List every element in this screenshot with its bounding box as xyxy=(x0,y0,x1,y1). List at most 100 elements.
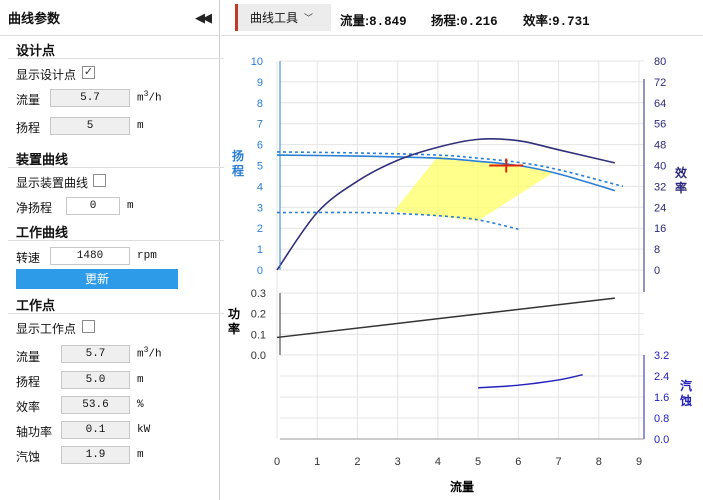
curve-tools-dropdown[interactable]: 曲线工具 ﹀ xyxy=(235,4,331,31)
x-tick-label: 9 xyxy=(636,456,642,468)
show-system-curve-label: 显示装置曲线 xyxy=(16,176,89,190)
wp-eff-label: 效率 xyxy=(16,400,41,414)
efficiency-tick-label: 56 xyxy=(654,119,666,131)
efficiency-tick-label: 32 xyxy=(654,181,666,193)
panel-header: 曲线参数 ◀◀ xyxy=(0,0,219,36)
update-button[interactable]: 更新 xyxy=(16,269,178,289)
power-tick-label: 0.3 xyxy=(251,288,266,300)
efficiency-tick-label: 24 xyxy=(654,202,666,214)
wp-flow-value: 5.7 xyxy=(61,345,130,363)
grid xyxy=(276,60,644,439)
npsh-tick-label: 0.0 xyxy=(654,434,669,446)
show-work-point-label: 显示工作点 xyxy=(16,322,77,336)
operating-region-polygon xyxy=(393,156,555,221)
show-design-point-checkbox[interactable]: ✓ xyxy=(82,66,95,79)
x-tick-label: 0 xyxy=(274,456,280,468)
head-tick-label: 1 xyxy=(257,244,263,256)
efficiency-tick-label: 40 xyxy=(654,161,666,173)
head-tick-label: 4 xyxy=(257,181,263,193)
power-curve xyxy=(276,297,615,339)
work-curve-heading: 工作曲线 xyxy=(16,225,69,240)
checkmark-icon: ✓ xyxy=(83,66,94,78)
x-tick-label: 6 xyxy=(515,456,521,468)
head-tick-label: 0 xyxy=(257,265,263,277)
head-tick-label: 5 xyxy=(257,161,263,173)
show-system-curve-checkbox[interactable] xyxy=(93,174,106,187)
head-upper-dashed-curve xyxy=(276,151,624,188)
npsh-axis-title: 汽蚀 xyxy=(679,378,692,408)
collapse-double-chevron-icon[interactable]: ◀◀ xyxy=(195,9,212,25)
cursor-eff-readout: 效率:9.731 xyxy=(523,14,590,29)
design-head-input[interactable]: 5 xyxy=(50,117,130,135)
show-work-point-checkbox[interactable] xyxy=(82,320,95,333)
head-tick-label: 3 xyxy=(257,202,263,214)
x-tick-label: 4 xyxy=(435,456,441,468)
head-tick-label: 8 xyxy=(257,98,263,110)
system-curve-heading: 装置曲线 xyxy=(16,152,69,167)
efficiency-axis-title: 效率 xyxy=(675,165,688,195)
efficiency-tick-label: 16 xyxy=(654,223,666,235)
head-lower-dashed-curve xyxy=(276,211,519,231)
head-tick-label: 6 xyxy=(257,140,263,152)
wp-npsh-unit: m xyxy=(137,449,144,461)
wp-flow-unit: m3/h xyxy=(137,346,162,361)
design-head-unit: m xyxy=(137,120,144,132)
x-tick-label: 8 xyxy=(596,456,602,468)
head-tick-label: 9 xyxy=(257,77,263,89)
chevron-down-icon: ﹀ xyxy=(304,13,314,23)
x-tick-label: 7 xyxy=(555,456,561,468)
speed-input[interactable]: 1480 xyxy=(50,247,130,265)
npsh-tick-label: 2.4 xyxy=(654,371,669,383)
axis-labels: 扬程 效率 功率 汽蚀 流量 xyxy=(228,148,692,494)
head-tick-label: 2 xyxy=(257,223,263,235)
head-tick-label: 10 xyxy=(251,56,263,68)
design-point-heading: 设计点 xyxy=(16,43,56,58)
wp-npsh-value: 1.9 xyxy=(61,446,130,464)
head-curve xyxy=(276,154,616,192)
operating-region xyxy=(393,156,555,221)
x-tick-label: 2 xyxy=(354,456,360,468)
wp-head-unit: m xyxy=(137,374,144,386)
design-flow-label: 流量 xyxy=(16,93,41,107)
panel-title: 曲线参数 xyxy=(8,11,61,26)
efficiency-tick-label: 0 xyxy=(654,265,660,277)
npsh-curve xyxy=(478,373,583,389)
power-tick-label: 0.1 xyxy=(251,329,266,341)
speed-label: 转速 xyxy=(16,251,41,265)
x-tick-label: 1 xyxy=(314,456,320,468)
divider xyxy=(8,313,224,314)
wp-power-value: 0.1 xyxy=(61,421,130,439)
design-flow-input[interactable]: 5.7 xyxy=(50,89,130,107)
efficiency-curve xyxy=(276,138,616,271)
static-head-label: 净扬程 xyxy=(16,201,53,215)
power-tick-label: 0.2 xyxy=(251,309,266,321)
work-point-heading: 工作点 xyxy=(16,298,56,313)
efficiency-tick-label: 8 xyxy=(654,244,660,256)
x-axis-title: 流量 xyxy=(450,479,474,494)
wp-head-label: 扬程 xyxy=(16,375,41,389)
static-head-unit: m xyxy=(127,200,134,212)
parameter-panel: 曲线参数 ◀◀ 设计点 显示设计点 ✓ 流量 5.7 m3/h 扬程 5 m 装… xyxy=(0,0,224,500)
series-lines xyxy=(276,138,624,389)
head-axis-title: 扬程 xyxy=(232,148,244,178)
head-tick-label: 7 xyxy=(257,119,263,131)
wp-power-unit: kW xyxy=(137,424,151,436)
efficiency-tick-label: 72 xyxy=(654,77,666,89)
wp-eff-value: 53.6 xyxy=(61,396,130,414)
efficiency-tick-label: 80 xyxy=(654,56,666,68)
show-design-point-label: 显示设计点 xyxy=(16,68,77,82)
divider xyxy=(8,240,224,241)
wp-power-label: 轴功率 xyxy=(16,425,53,439)
speed-unit: rpm xyxy=(137,250,157,262)
x-tick-label: 3 xyxy=(395,456,401,468)
x-tick-label: 5 xyxy=(475,456,481,468)
chart-toolbar: 曲线工具 ﹀ 流量:8.849 扬程:0.216 效率:9.731 xyxy=(221,0,703,36)
design-flow-unit: m3/h xyxy=(137,90,162,105)
cursor-head-readout: 扬程:0.216 xyxy=(431,14,498,29)
npsh-tick-label: 3.2 xyxy=(654,350,669,362)
static-head-input[interactable]: 0 xyxy=(66,197,120,215)
power-tick-label: 0.0 xyxy=(251,350,266,362)
wp-npsh-label: 汽蚀 xyxy=(16,450,41,464)
